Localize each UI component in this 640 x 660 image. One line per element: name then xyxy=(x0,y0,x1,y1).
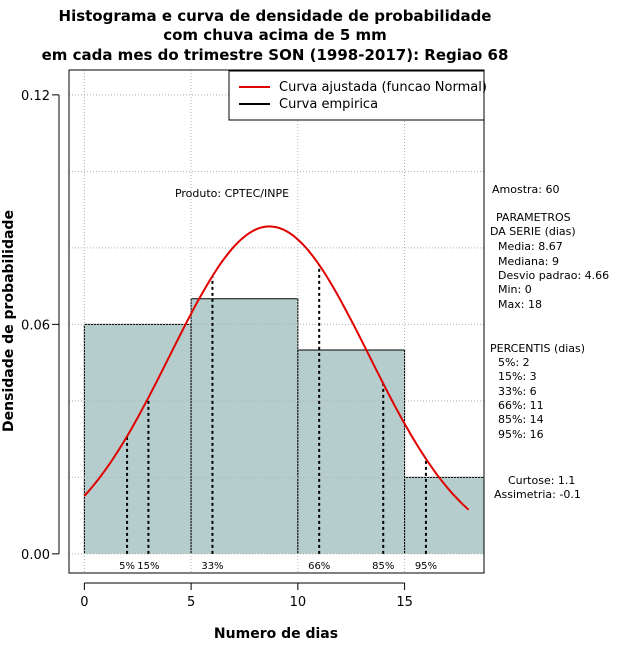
chart-title-line-1: Histograma e curva de densidade de proba… xyxy=(59,7,492,25)
param-sd: Desvio padrao: 4.66 xyxy=(498,269,609,282)
y-tick-label: 0.06 xyxy=(21,318,50,333)
y-tick-label: 0.12 xyxy=(21,89,50,104)
percentile-label: 5% xyxy=(119,561,135,572)
legend-box xyxy=(228,70,485,121)
percentile-label: 15% xyxy=(137,561,159,572)
histogram-bar xyxy=(84,324,192,554)
chart-title-line-3: em cada mes do trimestre SON (1998-2017)… xyxy=(42,46,509,64)
chart-title-line-2: com chuva acima de 5 mm xyxy=(163,26,387,44)
assimetria: Assimetria: -0.1 xyxy=(494,488,581,501)
producer-note: Produto: CPTEC/INPE xyxy=(175,187,289,200)
percentile-label: 95% xyxy=(415,561,437,572)
stats-panel: Amostra: 60 PARAMETROS DA SERIE (dias) M… xyxy=(490,183,609,501)
histogram-bar xyxy=(297,349,405,554)
params-subtitle: DA SERIE (dias) xyxy=(490,225,576,238)
percentil-33: 33%: 6 xyxy=(498,385,537,398)
x-tick-label: 15 xyxy=(396,595,413,610)
normal-curve-layer xyxy=(83,225,470,511)
percentile-label: 33% xyxy=(201,561,223,572)
params-title: PARAMETROS xyxy=(496,211,571,224)
percentile-label: 85% xyxy=(372,561,394,572)
axes: 0 5 10 15 0.00 0.06 0.12 xyxy=(21,89,413,610)
sample-size: Amostra: 60 xyxy=(492,183,559,196)
grid-lines xyxy=(69,70,484,573)
percentil-5: 5%: 2 xyxy=(498,356,530,369)
param-median: Mediana: 9 xyxy=(498,255,559,268)
percentis-title: PERCENTIS (dias) xyxy=(490,342,585,355)
percentile-lines: 5% 15% 33% 66% 85% 95% xyxy=(119,264,437,572)
histogram-bars xyxy=(83,298,485,554)
percentil-66: 66%: 11 xyxy=(498,399,544,412)
x-tick-label: 10 xyxy=(290,595,307,610)
percentil-15: 15%: 3 xyxy=(498,370,537,383)
y-tick-label: 0.00 xyxy=(21,548,50,563)
percentil-85: 85%: 14 xyxy=(498,413,544,426)
x-tick-label: 5 xyxy=(187,595,195,610)
plot-frame xyxy=(68,69,485,574)
percentile-label: 66% xyxy=(308,561,330,572)
param-max: Max: 18 xyxy=(498,298,542,311)
normal-curve-line xyxy=(83,225,470,511)
x-tick-label: 0 xyxy=(80,595,88,610)
legend: Curva ajustada (funcao Normal) Curva emp… xyxy=(228,70,487,121)
y-axis-title: Densidade de probabilidade xyxy=(1,210,17,432)
histogram-bar xyxy=(191,298,298,554)
legend-empirical-label: Curva empirica xyxy=(279,97,378,112)
param-mean: Media: 8.67 xyxy=(498,240,563,253)
x-axis-title: Numero de dias xyxy=(214,626,338,642)
legend-normal-label: Curva ajustada (funcao Normal) xyxy=(279,80,487,95)
param-min: Min: 0 xyxy=(498,283,532,296)
curtose: Curtose: 1.1 xyxy=(508,474,575,487)
percentil-95: 95%: 16 xyxy=(498,428,544,441)
histogram-bar xyxy=(404,477,484,554)
